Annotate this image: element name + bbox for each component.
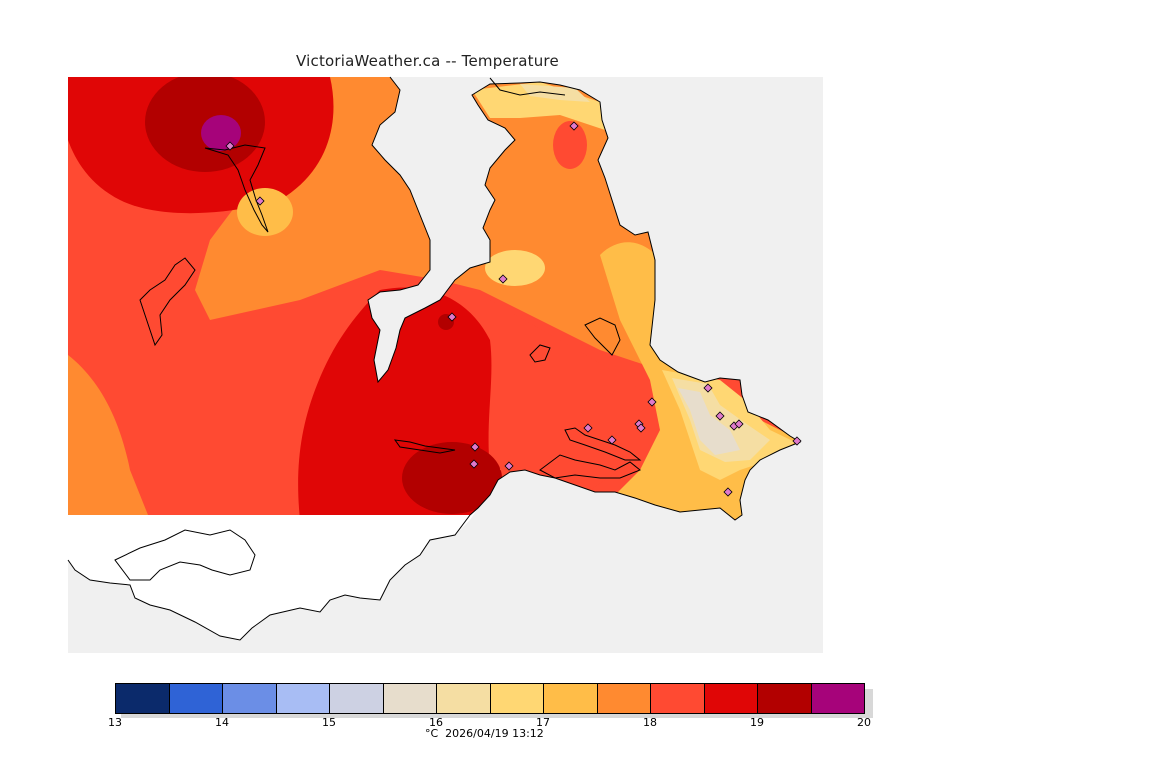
colorbar-segment: [704, 684, 758, 713]
station-marker: [447, 312, 457, 322]
station-marker: [498, 274, 508, 284]
station-marker: [703, 383, 713, 393]
station-marker: [225, 141, 235, 151]
colorbar-shadow: [121, 714, 873, 718]
station-marker: [715, 411, 725, 421]
temperature-colorbar: [115, 683, 865, 714]
colorbar-segment: [811, 684, 864, 713]
colorbar-tick-label: 19: [750, 716, 764, 729]
colorbar-segment: [758, 684, 812, 713]
station-marker: [255, 196, 265, 206]
colorbar-shadow: [865, 689, 873, 715]
station-marker: [469, 459, 479, 469]
map-title: VictoriaWeather.ca -- Temperature: [296, 52, 559, 70]
colorbar-segment: [223, 684, 277, 713]
weather-stations: [225, 121, 802, 497]
coastlines: [67, 76, 802, 641]
station-marker: [734, 419, 744, 429]
colorbar-tick-label: 16: [429, 716, 443, 729]
strait-water: [68, 508, 478, 640]
colorbar-tick-label: 13: [108, 716, 122, 729]
colorbar-segment: [597, 684, 651, 713]
colorbar-segment: [276, 684, 330, 713]
station-marker: [583, 423, 593, 433]
station-marker: [723, 487, 733, 497]
station-marker: [792, 436, 802, 446]
colorbar-tick-label: 17: [536, 716, 550, 729]
station-marker: [636, 423, 646, 433]
colorbar-tick-label: 18: [643, 716, 657, 729]
colorbar-segment: [169, 684, 223, 713]
station-marker: [504, 461, 514, 471]
colorbar-segment: [544, 684, 598, 713]
station-marker: [470, 442, 480, 452]
colorbar-segment: [383, 684, 437, 713]
colorbar-tick-label: 20: [857, 716, 871, 729]
colorbar-tick-label: 14: [215, 716, 229, 729]
station-marker: [569, 121, 579, 131]
units-timestamp-caption: °C 2026/04/19 13:12: [425, 727, 544, 740]
colorbar-segment: [116, 684, 170, 713]
colorbar-segment: [490, 684, 544, 713]
colorbar-segment: [330, 684, 384, 713]
colorbar-segment: [651, 684, 705, 713]
colorbar-segment: [437, 684, 491, 713]
station-marker: [647, 397, 657, 407]
colorbar-tick-label: 15: [322, 716, 336, 729]
station-marker: [607, 435, 617, 445]
